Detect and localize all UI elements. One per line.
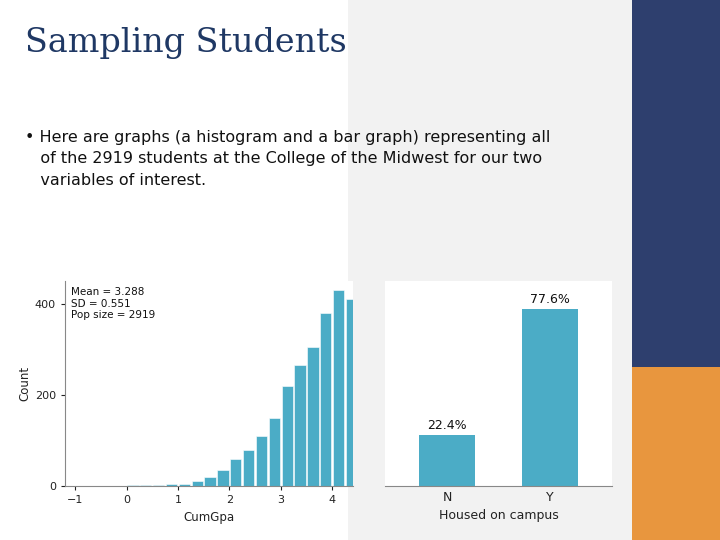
Text: 77.6%: 77.6% bbox=[530, 293, 570, 306]
Bar bbox=[243, 449, 254, 486]
Bar bbox=[522, 309, 578, 486]
Bar bbox=[307, 347, 318, 486]
Bar bbox=[192, 482, 203, 486]
Bar bbox=[230, 458, 241, 486]
Text: Sampling Students: Sampling Students bbox=[25, 27, 347, 59]
Bar bbox=[179, 484, 190, 486]
Bar bbox=[346, 299, 357, 486]
Bar bbox=[127, 484, 138, 486]
Text: • Here are graphs (a histogram and a bar graph) representing all
   of the 2919 : • Here are graphs (a histogram and a bar… bbox=[25, 130, 551, 188]
Bar bbox=[140, 485, 151, 486]
Bar bbox=[333, 290, 344, 486]
Text: 22.4%: 22.4% bbox=[427, 419, 467, 432]
Y-axis label: Count: Count bbox=[19, 366, 32, 401]
Bar bbox=[166, 484, 177, 486]
Bar bbox=[419, 435, 475, 486]
Bar bbox=[348, 0, 632, 540]
Bar bbox=[153, 485, 164, 486]
Bar bbox=[294, 365, 306, 486]
Bar bbox=[269, 417, 280, 486]
Bar bbox=[217, 470, 229, 486]
Bar bbox=[282, 386, 293, 486]
X-axis label: CumGpa: CumGpa bbox=[183, 511, 235, 524]
Text: Mean = 3.288
SD = 0.551
Pop size = 2919: Mean = 3.288 SD = 0.551 Pop size = 2919 bbox=[71, 287, 155, 320]
Bar bbox=[320, 313, 331, 486]
Bar bbox=[256, 436, 267, 486]
X-axis label: Housed on campus: Housed on campus bbox=[438, 509, 559, 522]
Bar bbox=[204, 477, 216, 486]
